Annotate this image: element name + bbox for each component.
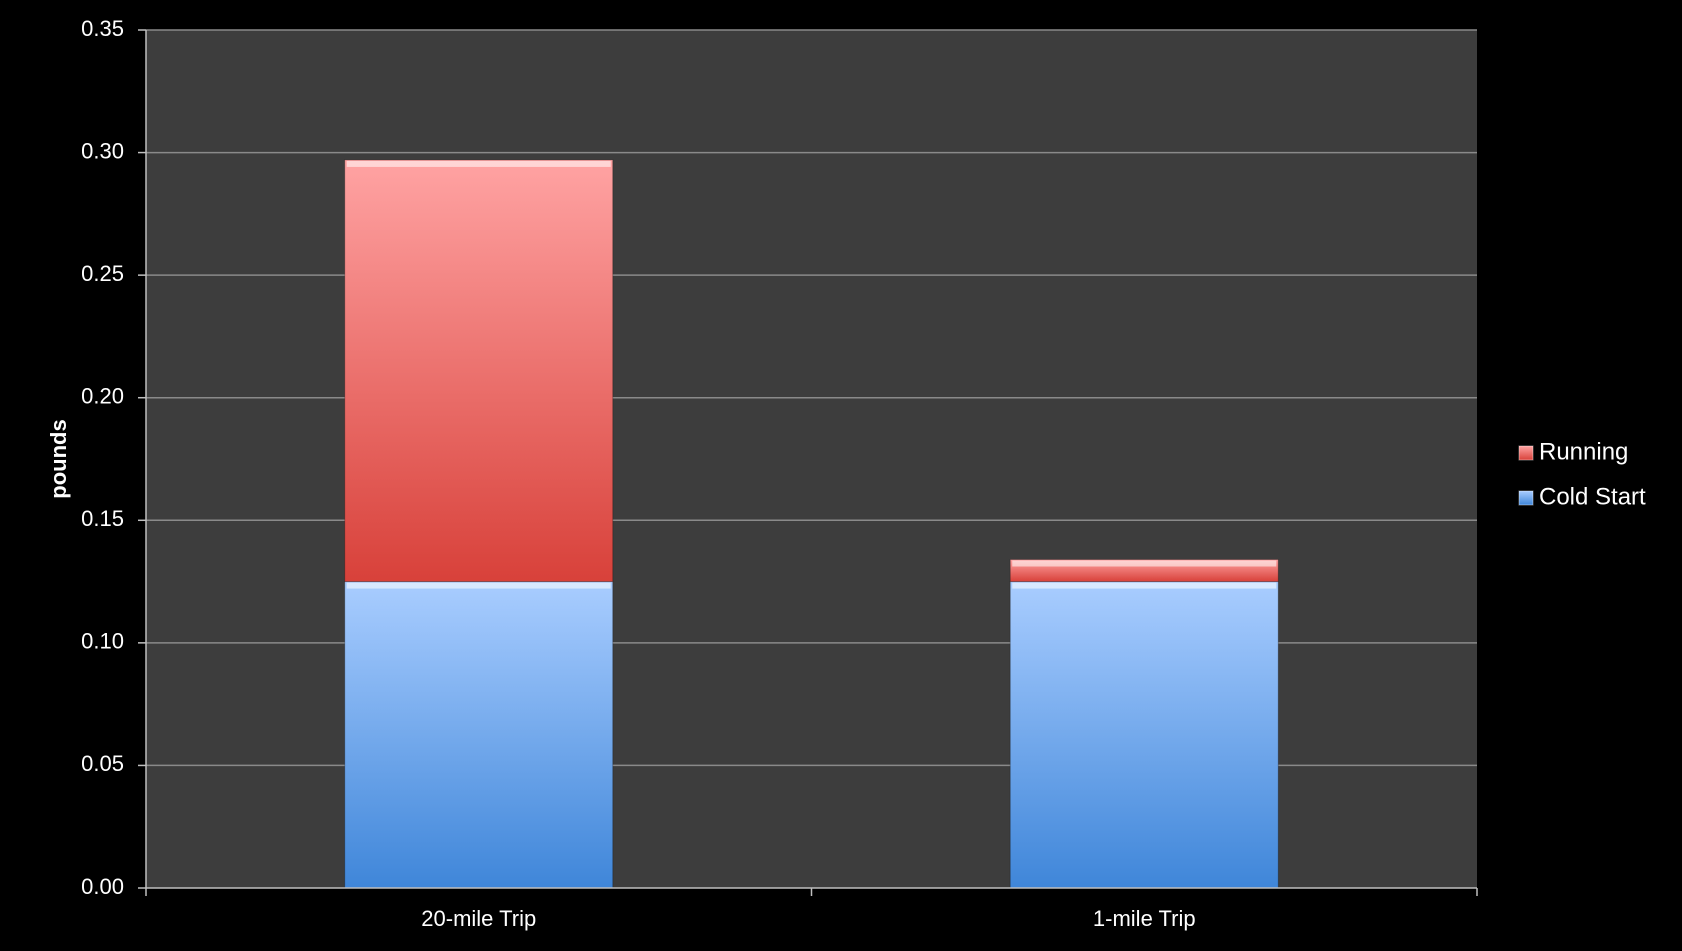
y-tick-label: 0.00	[81, 874, 124, 899]
y-tick-label: 0.30	[81, 138, 124, 163]
bar-highlight	[1012, 582, 1277, 589]
y-tick-label: 0.05	[81, 751, 124, 776]
legend-label-running: Running	[1539, 438, 1628, 465]
bar-cold-start-1-mile-trip	[1009, 581, 1279, 889]
bar-cold-start-20-mile-trip	[344, 581, 614, 889]
y-tick-label: 0.25	[81, 261, 124, 286]
legend-label-cold-start: Cold Start	[1539, 483, 1646, 510]
x-tick-label: 20-mile Trip	[421, 906, 536, 931]
bar-running-20-mile-trip	[344, 159, 614, 583]
legend-swatch-running	[1518, 445, 1534, 461]
y-tick-label: 0.15	[81, 506, 124, 531]
bar-highlight	[346, 582, 611, 589]
legend-swatch-cold-start	[1518, 490, 1534, 506]
y-tick-label: 0.20	[81, 384, 124, 409]
x-tick-label: 1-mile Trip	[1093, 906, 1196, 931]
y-tick-label: 0.10	[81, 629, 124, 654]
axes: 0.00 0.05 0.10 0.15 0.20 0.25 0.30 0.35 20-mile …	[81, 16, 1478, 931]
bar-highlight	[346, 160, 611, 167]
legend: Running Cold Start	[1518, 438, 1646, 510]
y-tick-label: 0.35	[81, 16, 124, 41]
y-axis-title: pounds	[46, 419, 71, 498]
bars	[344, 159, 1279, 889]
bar-highlight	[1012, 560, 1277, 567]
